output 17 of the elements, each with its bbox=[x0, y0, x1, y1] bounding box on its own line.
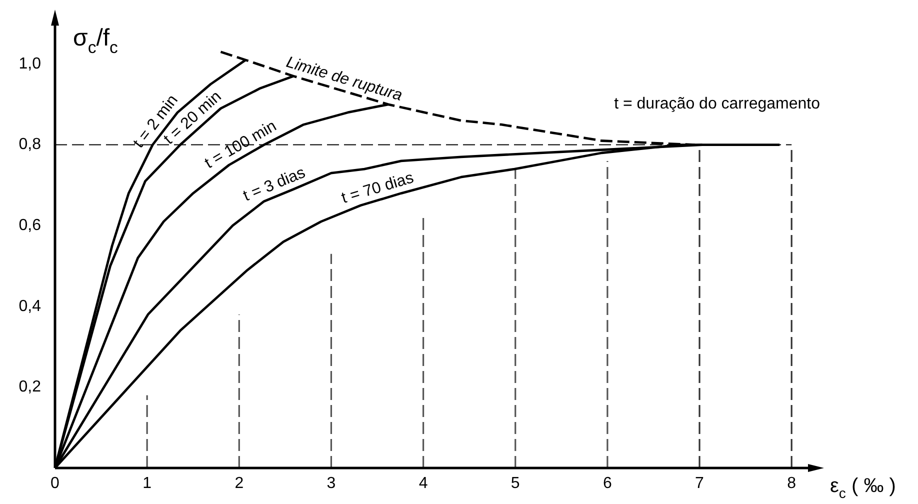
x-tick-label: 0 bbox=[50, 475, 60, 492]
y-tick-label: 0,6 bbox=[18, 217, 42, 234]
x-tick-label: 2 bbox=[234, 475, 244, 492]
x-tick-label: 5 bbox=[510, 475, 520, 492]
x-tick-label: 7 bbox=[695, 475, 704, 492]
y-tick-label: 0,2 bbox=[18, 378, 42, 396]
x-tick-label: 3 bbox=[326, 475, 336, 492]
x-tick-label: 6 bbox=[602, 475, 612, 492]
text: Limite de ruptura bbox=[284, 54, 404, 105]
annotation: t = duração do carregamento bbox=[614, 96, 820, 113]
x-tick-label: 8 bbox=[787, 475, 796, 492]
y-tick-label: 0,8 bbox=[18, 136, 42, 154]
y-tick-label: 0,4 bbox=[18, 298, 42, 315]
x-tick-label: 4 bbox=[418, 475, 428, 492]
text: t = 70 dias bbox=[340, 170, 416, 208]
y-tick-label: 1,0 bbox=[18, 55, 42, 72]
x-tick-label: 1 bbox=[142, 475, 152, 492]
